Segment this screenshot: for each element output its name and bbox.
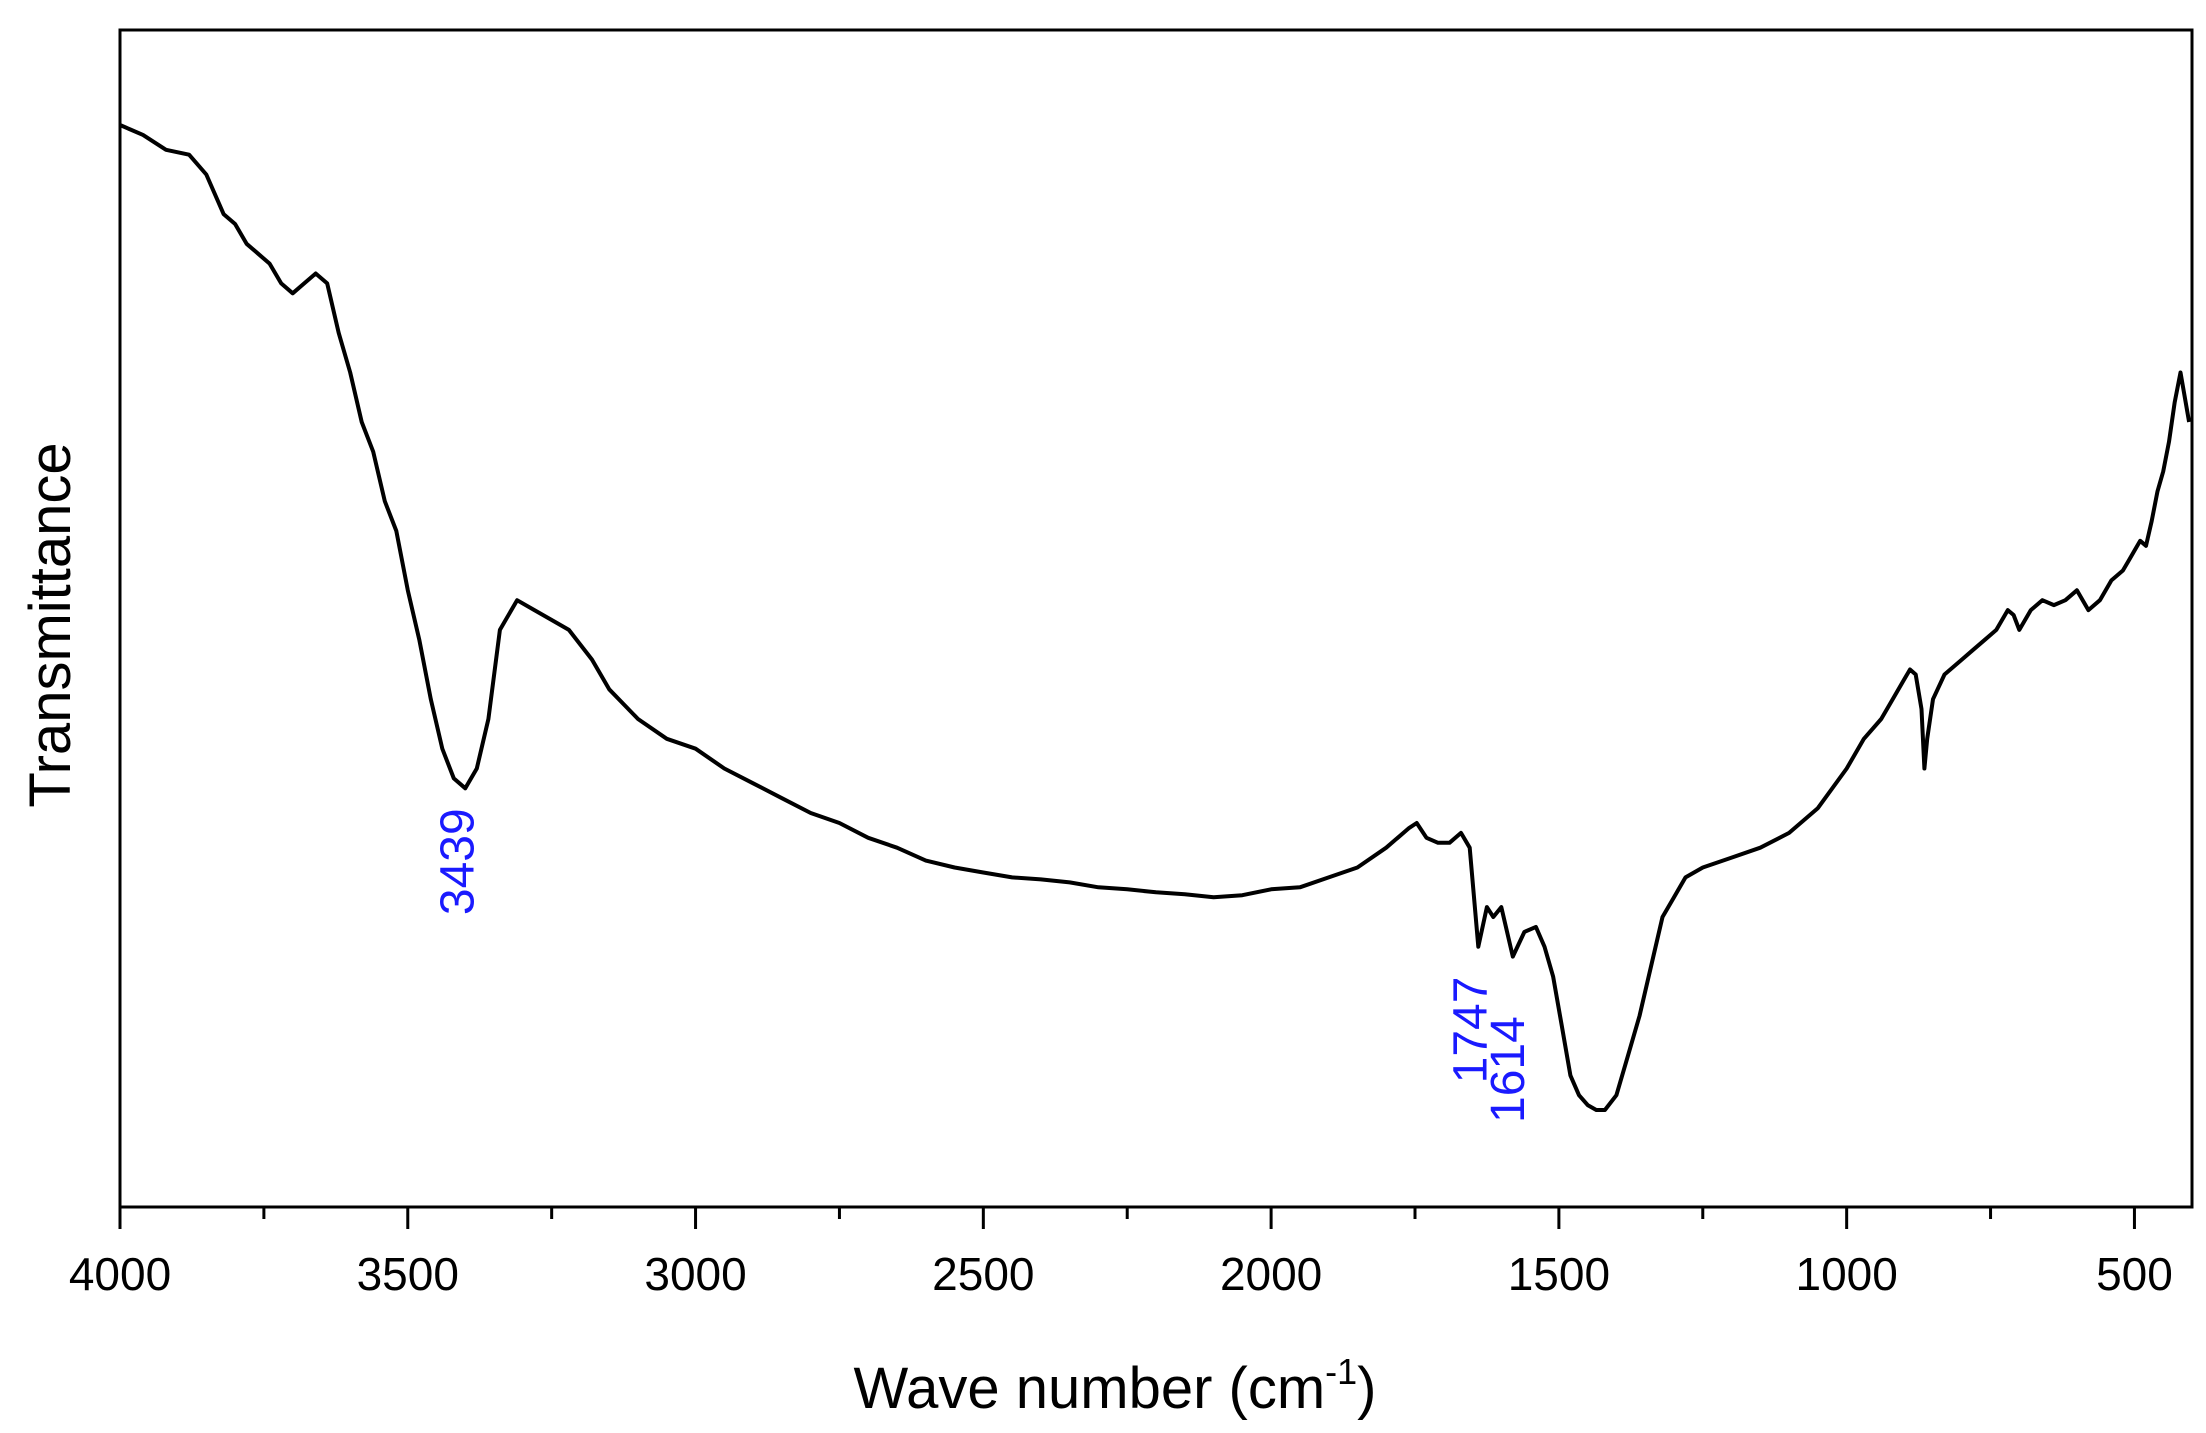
x-tick-labels: 4000 3500 3000 2500 2000 1500 1000 500 (69, 1248, 2173, 1300)
peak-label-3439: 3439 (432, 808, 485, 915)
peak-label-1614: 1614 (1482, 1016, 1535, 1123)
peak-label-1747: 1747 (1445, 977, 1498, 1084)
x-tick-label: 3500 (357, 1248, 459, 1300)
x-axis-title-main: Wave number (cm (854, 1356, 1326, 1421)
x-tick-label: 3000 (644, 1248, 746, 1300)
plot-frame (118, 28, 2194, 1209)
x-tick-label: 1500 (1508, 1248, 1610, 1300)
x-tick-label: 4000 (69, 1248, 171, 1300)
x-tick-label: 1000 (1795, 1248, 1897, 1300)
spectrum-line (119, 123, 2192, 1112)
x-axis-title: Wave number (cm-1) (854, 1351, 1377, 1421)
x-axis-title-sup: -1 (1325, 1351, 1357, 1392)
x-axis-title-suffix: ) (1357, 1356, 1376, 1421)
x-ticks (118, 1207, 2136, 1229)
x-tick-label: 2500 (932, 1248, 1034, 1300)
x-tick-label: 2000 (1220, 1248, 1322, 1300)
x-tick-label: 500 (2096, 1248, 2173, 1300)
y-axis-title: Transmittance (18, 442, 83, 807)
